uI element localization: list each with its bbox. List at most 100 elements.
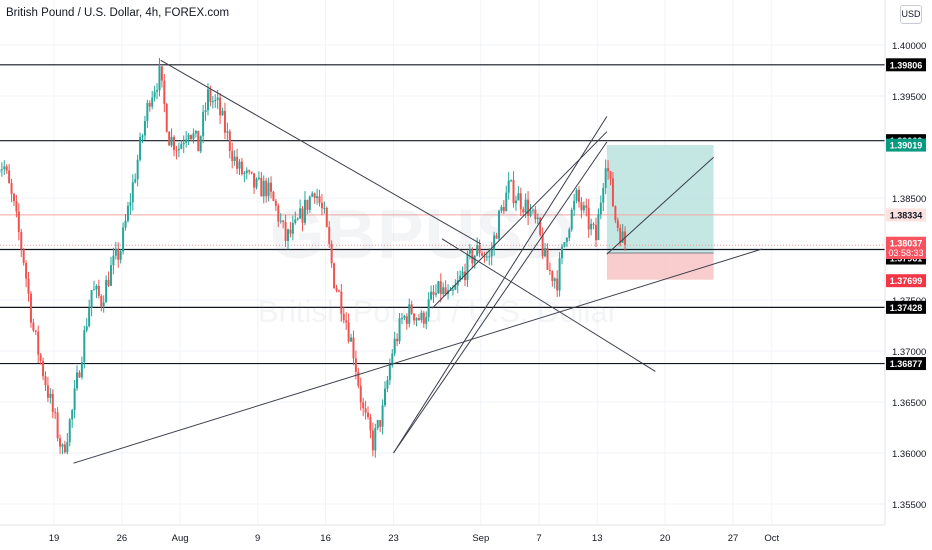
candle-body <box>476 245 479 256</box>
price-tag <box>886 236 926 250</box>
candle-body <box>434 293 437 295</box>
candle-body <box>287 229 289 241</box>
candle-body <box>311 193 314 197</box>
candle-body <box>279 220 282 222</box>
candle-body <box>165 103 168 132</box>
candle-body <box>216 97 219 100</box>
candle-body <box>231 151 234 161</box>
candle-body <box>352 337 355 359</box>
candle-body <box>417 318 420 321</box>
candle-body <box>66 442 69 453</box>
candle-body <box>323 208 326 210</box>
candle-body <box>439 281 442 295</box>
candle-body <box>303 199 306 223</box>
candle-body <box>117 249 120 260</box>
candle-body <box>420 312 423 321</box>
candle-body <box>199 136 202 152</box>
candle-body <box>500 207 503 211</box>
candle-body <box>575 189 578 201</box>
candle-body <box>573 200 576 210</box>
candle-body <box>563 242 566 247</box>
trendline <box>73 248 763 464</box>
candle-body <box>173 136 176 151</box>
y-tick-label: 1.38500 <box>892 194 926 205</box>
candle-body <box>160 66 163 81</box>
candle-body <box>260 177 263 197</box>
candle-body <box>291 222 294 234</box>
time-axis: 19 26 Aug 9 16 23 Sep 7 13 20 27 Oct <box>0 524 885 544</box>
candle-body <box>459 275 462 281</box>
candle-body <box>522 209 525 213</box>
candle-body <box>85 326 88 331</box>
candle-body <box>211 101 214 103</box>
candle-body <box>308 196 311 210</box>
candle-body <box>400 318 403 320</box>
candle-body <box>59 438 62 447</box>
candle-body <box>272 191 275 201</box>
candle-body <box>350 337 353 342</box>
candle-body <box>318 196 321 203</box>
candle-body <box>604 168 607 189</box>
candle-body <box>248 170 251 172</box>
candle-body <box>122 227 125 252</box>
candle-body <box>194 130 197 134</box>
candle-body <box>61 444 64 447</box>
candle-body <box>374 428 377 451</box>
candle-body <box>524 199 527 213</box>
candle-body <box>384 388 386 406</box>
x-tick-label: Sep <box>472 533 489 544</box>
candle-body <box>78 372 81 378</box>
candle-body <box>347 322 350 342</box>
candle-body <box>369 416 372 431</box>
candle-body <box>8 170 11 184</box>
candle-body <box>301 208 304 223</box>
candle-body <box>495 235 498 239</box>
chart-grid <box>0 0 885 525</box>
candle-body <box>153 91 156 98</box>
candle-body <box>556 278 559 291</box>
candle-body <box>255 178 258 188</box>
candle-body <box>44 376 47 386</box>
candle-body <box>223 110 226 133</box>
candle-body <box>206 89 209 111</box>
candle-body <box>359 385 362 403</box>
candle-body <box>333 263 336 289</box>
candle-body <box>362 402 365 409</box>
candle-body <box>497 210 500 239</box>
candle-body <box>156 90 159 92</box>
candle-body <box>558 258 561 291</box>
price-tag-label: 1.37428 <box>890 303 923 313</box>
candle-body <box>63 444 66 453</box>
candle-body <box>129 202 132 206</box>
x-tick-label: 13 <box>592 533 603 544</box>
candle-body <box>97 285 100 296</box>
candle-body <box>464 271 467 281</box>
candle-body <box>354 358 357 372</box>
y-tick-label: 1.36000 <box>892 449 926 460</box>
candle-body <box>381 405 384 427</box>
candle-body <box>204 110 207 112</box>
candle-body <box>299 208 302 219</box>
candle-body <box>578 189 580 203</box>
candle-body <box>119 251 122 260</box>
candle-body <box>451 289 454 291</box>
candle-body <box>148 102 151 107</box>
candle-body <box>49 393 52 398</box>
candle-body <box>250 171 253 174</box>
candle-body <box>3 166 6 170</box>
trendline <box>441 238 656 372</box>
candle-body <box>253 173 256 188</box>
candle-body <box>190 135 192 140</box>
candle-body <box>76 372 79 389</box>
candle-body <box>488 256 491 258</box>
currency-button[interactable]: USD <box>900 5 922 24</box>
candle-body <box>345 320 348 323</box>
candle-body <box>136 159 139 180</box>
candle-body <box>313 193 316 199</box>
candle-body <box>192 133 195 140</box>
candle-body <box>10 183 13 194</box>
candlestick-series <box>0 57 627 458</box>
candle-body <box>512 180 515 204</box>
candle-body <box>607 168 610 172</box>
